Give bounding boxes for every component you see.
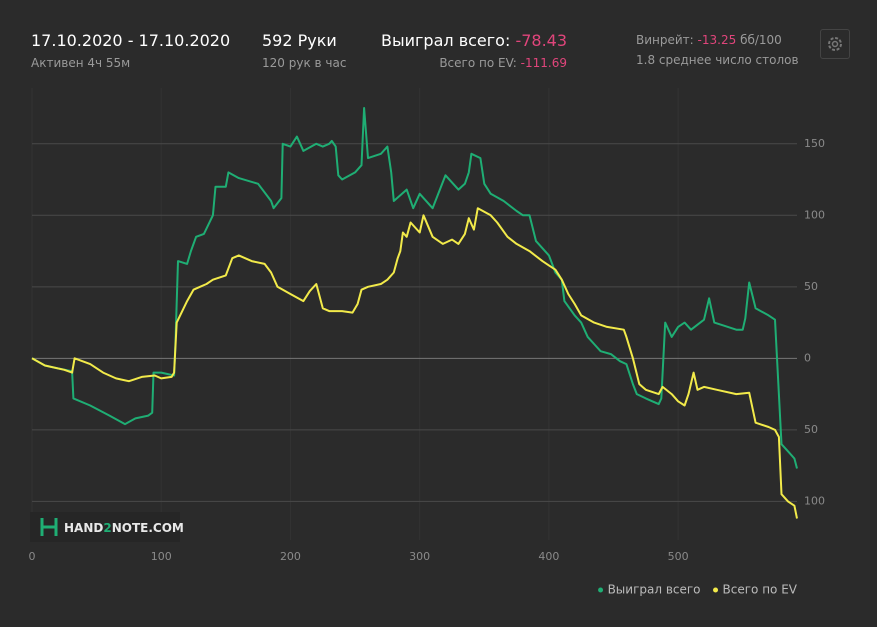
y-tick-label: 150 <box>804 137 825 150</box>
label: Всего по EV: <box>439 56 517 70</box>
series-line <box>31 107 798 469</box>
logo-b: 2 <box>103 521 111 535</box>
hands: 592 Руки <box>262 31 337 50</box>
x-tick-label: 0 <box>29 550 36 563</box>
legend-label: Выиграл всего <box>608 583 701 597</box>
label: Выиграл всего: <box>381 31 511 50</box>
logo: HAND2NOTE.COM <box>30 512 184 542</box>
date-range: 17.10.2020 - 17.10.2020 <box>31 31 231 50</box>
active-time: Активен 4ч 55м <box>31 56 131 70</box>
settings-button[interactable] <box>820 29 850 59</box>
legend-label: Всего по EV <box>723 583 798 597</box>
x-tick-label: 100 <box>151 550 172 563</box>
value: -78.43 <box>515 31 568 50</box>
gear-icon <box>828 37 842 51</box>
x-tick-label: 400 <box>538 550 559 563</box>
label: Винрейт: <box>636 33 694 47</box>
series-line <box>31 207 798 519</box>
x-tick-label: 200 <box>280 550 301 563</box>
logo-c: NOTE.COM <box>112 521 184 535</box>
unit: бб/100 <box>740 33 782 47</box>
logo-a: HAND <box>64 521 103 535</box>
value: -13.25 <box>697 33 737 47</box>
y-tick-label: 50 <box>804 423 818 436</box>
legend: Всего по EV Выиграл всего <box>598 583 798 597</box>
hands-per-hour: 120 рук в час <box>262 56 347 70</box>
y-tick-label: 100 <box>804 208 825 221</box>
y-tick-label: 100 <box>804 494 825 507</box>
x-tick-label: 500 <box>668 550 689 563</box>
x-tick-label: 300 <box>409 550 430 563</box>
legend-marker <box>713 587 719 593</box>
winrate: Винрейт: -13.25 бб/100 <box>636 33 782 47</box>
ev-total: Всего по EV: -111.69 <box>439 56 567 70</box>
y-tick-label: 50 <box>804 280 818 293</box>
tables: 1.8 среднее число столов <box>636 53 799 67</box>
logo-text: HAND2NOTE.COM <box>64 521 184 535</box>
won-total: Выиграл всего: -78.43 <box>381 31 567 50</box>
value: -111.69 <box>520 56 567 70</box>
legend-marker <box>598 587 604 593</box>
y-tick-label: 0 <box>804 351 811 364</box>
